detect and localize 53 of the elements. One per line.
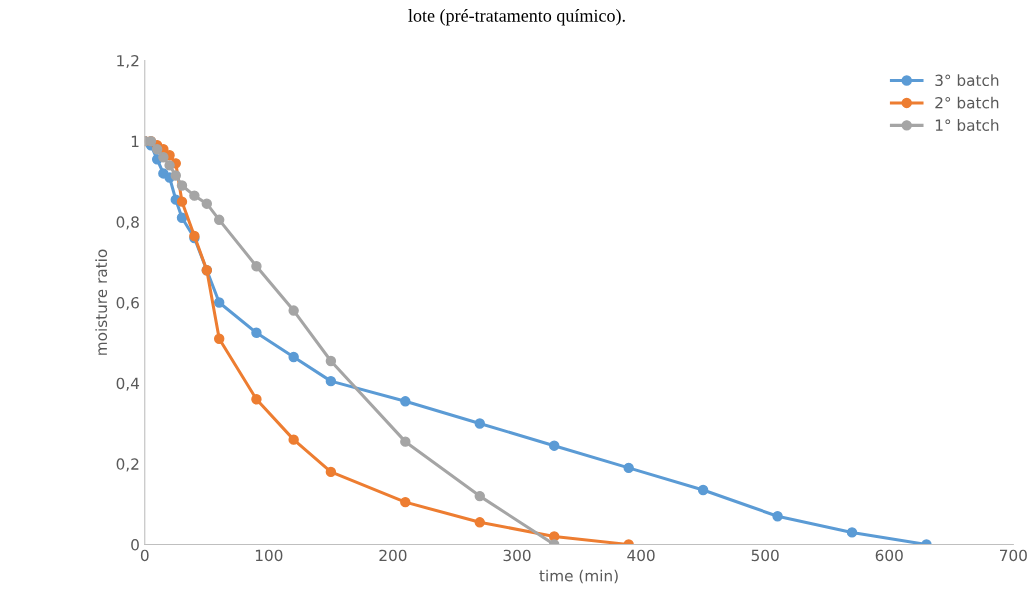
point: [400, 496, 411, 508]
chart-title: lote (pré-tratamento químico).: [408, 9, 625, 26]
x-tick-label: 0: [140, 549, 149, 562]
point: [189, 190, 200, 201]
point: [176, 196, 188, 207]
point: [176, 180, 188, 191]
y-tick-label: 0: [131, 538, 139, 551]
point: [251, 394, 262, 405]
y-tick-label: 0,2: [116, 458, 139, 472]
point: [623, 462, 634, 474]
x-tick-label: 600: [875, 549, 903, 562]
legend-label: 3° batch: [935, 74, 999, 87]
point: [213, 297, 225, 308]
y-tick-label: 1,2: [117, 54, 139, 69]
point: [474, 517, 485, 528]
x-tick-label: 100: [255, 549, 283, 562]
point: [288, 305, 299, 316]
point: [176, 212, 188, 224]
point: [697, 484, 709, 496]
point: [213, 333, 225, 345]
x-tick-label: 400: [627, 549, 655, 562]
y-tick-label: 0,6: [116, 296, 139, 311]
point: [201, 198, 213, 209]
point: [325, 355, 337, 367]
x-axis-title: time (min): [539, 569, 618, 584]
x-tick-label: 300: [503, 549, 531, 562]
point: [288, 434, 299, 445]
point: [474, 490, 485, 502]
point: [288, 351, 299, 363]
point: [151, 144, 163, 155]
point: [325, 375, 337, 387]
point: [772, 511, 783, 522]
legend-label: 2° batch: [935, 96, 999, 109]
y-axis-title: moisture ratio: [95, 249, 108, 355]
point: [213, 214, 225, 226]
point: [846, 527, 858, 538]
x-tick-label: 500: [751, 549, 779, 562]
point: [549, 440, 560, 451]
point: [400, 436, 411, 447]
point: [164, 160, 175, 171]
point: [400, 396, 411, 407]
y-tick-label: 1: [131, 135, 139, 147]
point: [325, 466, 337, 478]
y-tick-label: 0,4: [116, 377, 140, 391]
point: [158, 152, 169, 163]
x-tick-label: 200: [379, 549, 407, 562]
point: [474, 418, 485, 429]
y-tick-label: 0,8: [116, 216, 139, 230]
x-tick-label: 700: [999, 549, 1027, 562]
legend-label: 1° batch: [935, 119, 999, 131]
point: [251, 327, 262, 338]
point: [170, 170, 181, 181]
point: [251, 260, 262, 272]
